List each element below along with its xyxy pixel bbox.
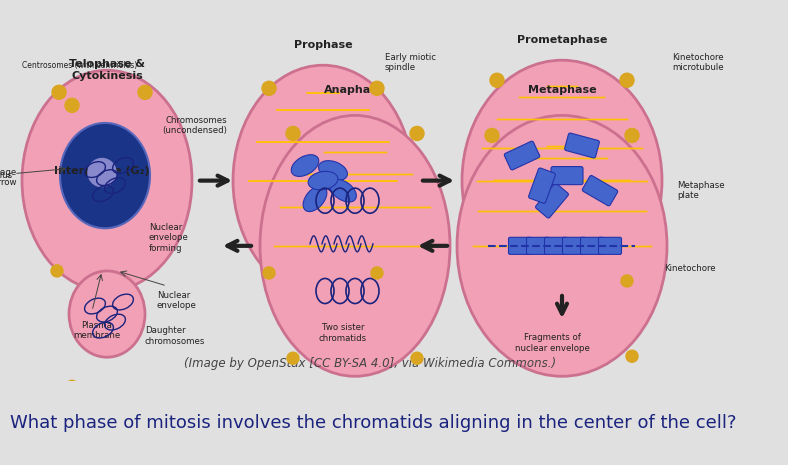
Text: Nuclear
envelope
forming: Nuclear envelope forming (149, 223, 189, 252)
Ellipse shape (69, 134, 145, 221)
Text: Interphase (G₂): Interphase (G₂) (54, 166, 150, 176)
FancyBboxPatch shape (563, 237, 585, 254)
Text: Plasma
membrane: Plasma membrane (73, 321, 121, 340)
Text: Nucleolus: Nucleolus (0, 171, 12, 180)
Text: Chromosomes
(uncondensed): Chromosomes (uncondensed) (162, 116, 227, 135)
Text: Prometaphase: Prometaphase (517, 35, 608, 45)
Ellipse shape (457, 115, 667, 376)
Text: Two sister
chromatids: Two sister chromatids (319, 323, 367, 343)
FancyBboxPatch shape (504, 141, 540, 170)
Ellipse shape (329, 179, 356, 202)
Text: Nuclear
envelope: Nuclear envelope (157, 291, 197, 311)
FancyBboxPatch shape (599, 237, 622, 254)
Text: Metaphase
plate: Metaphase plate (677, 181, 725, 200)
Text: Centrosomes (with centrioles): Centrosomes (with centrioles) (22, 61, 137, 70)
Ellipse shape (260, 115, 450, 376)
Ellipse shape (318, 160, 348, 180)
Text: Anaphase: Anaphase (325, 85, 385, 95)
FancyBboxPatch shape (551, 166, 583, 185)
Circle shape (65, 98, 79, 113)
Text: Kinetochore
microtubule: Kinetochore microtubule (672, 53, 723, 72)
Ellipse shape (292, 155, 319, 176)
Circle shape (263, 267, 275, 279)
Circle shape (88, 159, 116, 186)
Text: Kinetochore: Kinetochore (664, 265, 716, 273)
Text: Early miotic
spindle: Early miotic spindle (385, 53, 436, 72)
Text: Prophase: Prophase (294, 40, 352, 50)
Circle shape (370, 81, 384, 95)
FancyBboxPatch shape (565, 133, 600, 158)
Text: (Image by OpenStax [CC BY-SA 4.0], via Wikimedia Commons.): (Image by OpenStax [CC BY-SA 4.0], via W… (184, 357, 556, 370)
FancyBboxPatch shape (581, 237, 604, 254)
Ellipse shape (22, 70, 192, 291)
Ellipse shape (69, 271, 145, 357)
FancyBboxPatch shape (526, 237, 549, 254)
Circle shape (490, 73, 504, 87)
FancyBboxPatch shape (508, 237, 531, 254)
Circle shape (66, 380, 78, 392)
Circle shape (410, 126, 424, 140)
Ellipse shape (303, 186, 327, 212)
Text: Telophase &
Cytokinesis: Telophase & Cytokinesis (69, 60, 145, 81)
FancyBboxPatch shape (545, 237, 567, 254)
Text: Cleavage
furrow: Cleavage furrow (0, 168, 17, 187)
Text: Daughter
chromosomes: Daughter chromosomes (145, 326, 206, 346)
Ellipse shape (60, 123, 150, 228)
Circle shape (626, 350, 638, 362)
Circle shape (620, 73, 634, 87)
Circle shape (51, 265, 63, 277)
Text: Metaphase: Metaphase (528, 85, 597, 95)
Circle shape (621, 275, 633, 287)
FancyBboxPatch shape (582, 175, 618, 206)
Circle shape (625, 128, 639, 142)
Circle shape (52, 85, 66, 100)
Ellipse shape (462, 60, 662, 301)
Ellipse shape (233, 65, 413, 296)
FancyBboxPatch shape (529, 168, 556, 203)
Text: Fragments of
nuclear envelope: Fragments of nuclear envelope (515, 333, 589, 352)
Ellipse shape (308, 171, 338, 190)
Circle shape (286, 126, 300, 140)
Circle shape (411, 352, 423, 364)
Text: What phase of mitosis involves the chromatids aligning in the center of the cell: What phase of mitosis involves the chrom… (10, 414, 737, 432)
Circle shape (138, 85, 152, 100)
Circle shape (485, 128, 499, 142)
Circle shape (287, 352, 299, 364)
Circle shape (371, 267, 383, 279)
FancyBboxPatch shape (536, 183, 568, 218)
Circle shape (262, 81, 276, 95)
